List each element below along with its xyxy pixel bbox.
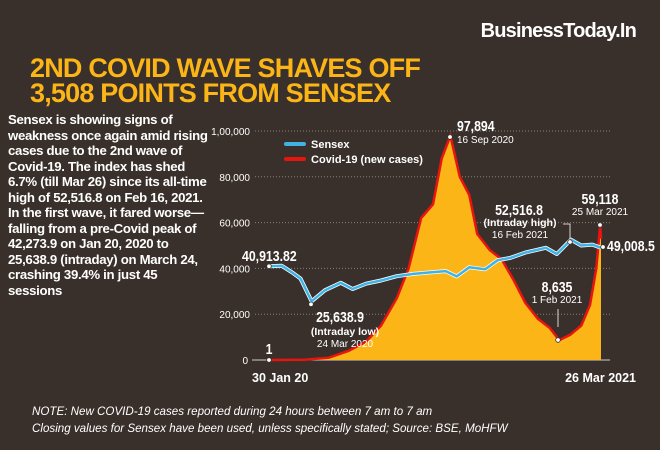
sensex-start-marker <box>266 263 272 270</box>
covid-peak-marker <box>447 134 453 140</box>
covid-low-value: 8,635 <box>542 279 573 295</box>
y-tick-label: 20,000 <box>219 310 250 321</box>
legend-label-sensex: Sensex <box>311 139 350 151</box>
covid-start-marker <box>266 357 272 363</box>
notes: NOTE: New COVID-19 cases reported during… <box>32 403 508 437</box>
covid-area <box>269 135 601 360</box>
y-tick-label: 1,00,000 <box>211 127 250 138</box>
covid-start-label: 1 <box>266 341 273 357</box>
y-tick-label: 0 <box>242 356 248 367</box>
note-line-2: Closing values for Sensex have been used… <box>32 422 508 435</box>
x-tick-label-start: 30 Jan 20 <box>252 371 308 385</box>
sensex-low-date: 24 Mar 2020 <box>317 339 374 350</box>
sensex-high-note: (Intraday high) <box>484 217 557 229</box>
covid-low-date: 1 Feb 2021 <box>532 295 583 306</box>
body-text: Sensex is showing signs of weakness once… <box>8 112 208 298</box>
sensex-low-note: (Intraday low) <box>311 326 379 338</box>
sensex-high-date: 16 Feb 2021 <box>492 230 549 241</box>
covid-peak-date: 16 Sep 2020 <box>457 135 514 146</box>
covid-latest-marker <box>597 222 603 228</box>
y-tick-label: 80,000 <box>219 173 250 184</box>
sensex-high-value: 52,516.8 <box>495 202 543 218</box>
sensex-end-label: 49,008.5 <box>607 238 655 254</box>
x-tick-label-end: 26 Mar 2021 <box>565 371 636 385</box>
covid-low-marker <box>555 337 561 343</box>
covid-latest-value: 59,118 <box>582 191 619 207</box>
sensex-line <box>268 238 602 303</box>
sensex-high-pointer <box>563 223 571 238</box>
brand-logo: BusinessToday.In <box>480 20 637 42</box>
sensex-high-marker <box>567 239 573 245</box>
covid-latest-date: 25 Mar 2021 <box>572 207 629 218</box>
sensex-low-marker <box>308 301 314 307</box>
headline-line-1: 2ND COVID WAVE SHAVES OFF <box>30 53 421 83</box>
sensex-low-value: 25,638.9 <box>316 309 364 325</box>
sensex-end-marker <box>600 244 606 250</box>
covid-line <box>268 131 603 362</box>
headline: 2ND COVID WAVE SHAVES OFF 3,508 POINTS F… <box>30 53 421 108</box>
y-tick-label: 60,000 <box>219 219 250 230</box>
headline-line-2: 3,508 POINTS FROM SENSEX <box>30 78 391 108</box>
legend-label-covid: Covid-19 (new cases) <box>311 154 423 166</box>
y-tick-label: 40,000 <box>219 264 250 275</box>
covid-peak-value: 97,894 <box>457 118 495 134</box>
sensex-start-label: 40,913.82 <box>242 248 297 264</box>
note-line-1: NOTE: New COVID-19 cases reported during… <box>32 405 433 418</box>
